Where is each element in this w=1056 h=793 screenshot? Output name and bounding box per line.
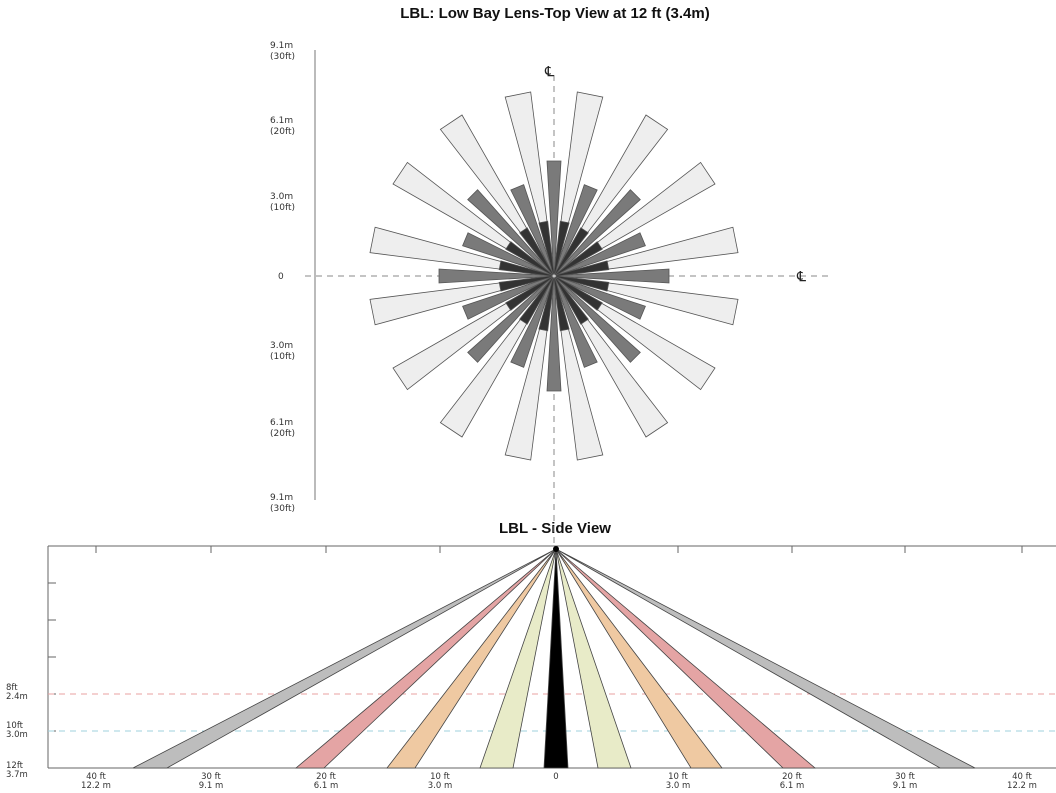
- x-label-metric: 12.2 m: [81, 781, 111, 791]
- x-label-metric: 6.1 m: [780, 781, 805, 791]
- y-label-imperial: (20ft): [270, 127, 295, 137]
- top-view: ℄ ℄ 9.1m (30ft) 6.1m (20ft) 3.0m (10ft) …: [270, 41, 830, 545]
- x-label-imperial: 40 ft: [1012, 772, 1032, 782]
- y-label-metric: 3.0m: [270, 341, 293, 351]
- top-view-title: LBL: Low Bay Lens-Top View at 12 ft (3.4…: [400, 5, 710, 22]
- x-label-zero: 0: [553, 772, 558, 782]
- side-beam-band: [555, 548, 817, 769]
- inner-beam-ray: [538, 220, 555, 275]
- height-label-imperial: 8ft: [6, 683, 18, 693]
- x-label-metric: 12.2 m: [1007, 781, 1037, 791]
- y-label-metric: 3.0m: [270, 192, 293, 202]
- x-label-imperial: 30 ft: [895, 772, 915, 782]
- x-label-imperial: 20 ft: [316, 772, 336, 782]
- y-label-metric: 9.1m: [270, 493, 293, 503]
- y-label-imperial: (30ft): [270, 52, 295, 62]
- top-view-y-labels: 9.1m (30ft) 6.1m (20ft) 3.0m (10ft) 0 3.…: [270, 41, 295, 514]
- x-label-imperial: 40 ft: [86, 772, 106, 782]
- side-beam-band: [555, 548, 976, 769]
- x-label-imperial: 10 ft: [668, 772, 688, 782]
- side-beam-center: [543, 548, 569, 769]
- height-label-metric: 3.0m: [6, 730, 28, 740]
- side-view-title: LBL - Side View: [499, 520, 611, 537]
- side-top-ticks: [95, 546, 1023, 553]
- height-label-metric: 2.4m: [6, 692, 28, 702]
- y-label-imperial: (10ft): [270, 352, 295, 362]
- y-label-metric: 6.1m: [270, 418, 293, 428]
- x-label-metric: 3.0 m: [428, 781, 453, 791]
- side-beams: [132, 546, 976, 769]
- beam-star-pattern: [369, 91, 739, 461]
- x-label-metric: 9.1 m: [199, 781, 224, 791]
- side-beam-band: [479, 548, 557, 769]
- centerline-marker-right: ℄: [796, 269, 806, 285]
- y-label-imperial: (10ft): [270, 203, 295, 213]
- side-beam-band: [555, 548, 632, 769]
- y-label-metric: 9.1m: [270, 41, 293, 51]
- x-label-metric: 3.0 m: [666, 781, 691, 791]
- side-beam-band: [386, 548, 557, 769]
- side-beam-band: [132, 548, 557, 769]
- side-beam-band: [294, 548, 557, 769]
- x-label-metric: 6.1 m: [314, 781, 339, 791]
- side-beam-band: [555, 548, 723, 769]
- centerline-marker-top: ℄: [544, 64, 554, 80]
- y-label-imperial: (30ft): [270, 504, 295, 514]
- height-label-imperial: 12ft: [6, 761, 24, 771]
- x-label-imperial: 30 ft: [201, 772, 221, 782]
- y-label-zero: 0: [278, 272, 284, 282]
- height-label-imperial: 10ft: [6, 721, 24, 731]
- side-view: 8ft 2.4m 10ft 3.0m 12ft 3.7m 40 ft 12.2 …: [6, 545, 1056, 791]
- height-label-metric: 3.7m: [6, 770, 28, 780]
- x-label-imperial: 10 ft: [430, 772, 450, 782]
- x-label-imperial: 20 ft: [782, 772, 802, 782]
- side-x-labels: 40 ft 12.2 m 30 ft 9.1 m 20 ft 6.1 m 10 …: [81, 772, 1037, 791]
- y-label-metric: 6.1m: [270, 116, 293, 126]
- fixture-point: [553, 546, 559, 552]
- x-label-metric: 9.1 m: [893, 781, 918, 791]
- y-label-imperial: (20ft): [270, 429, 295, 439]
